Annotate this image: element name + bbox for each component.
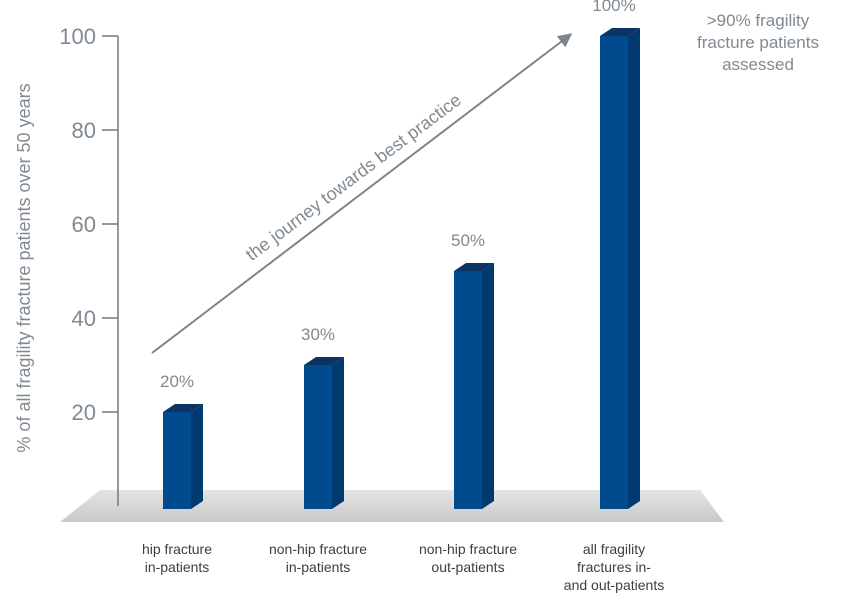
bar-value-label: 20% (160, 372, 194, 391)
bar (454, 263, 494, 509)
bar-side (628, 28, 640, 509)
bar-top (163, 404, 203, 412)
bar-top (304, 357, 344, 365)
x-category-label: non-hip fracture (419, 541, 517, 557)
annotation-label: assessed (722, 55, 794, 74)
bar-side (332, 357, 344, 509)
chart-floor (60, 490, 724, 522)
bar (163, 404, 203, 509)
bar-value-label: 30% (301, 325, 335, 344)
bar-front (304, 365, 332, 509)
y-axis: 20 40 60 80 100 (59, 24, 119, 506)
bar-front (163, 412, 191, 509)
annotation-label: fracture patients (697, 33, 819, 52)
y-axis-label: % of all fragility fracture patients ove… (14, 83, 34, 452)
labels-group: 20% hip fracture in-patients 30% non-hip fra… (142, 0, 819, 593)
x-category-label: in-patients (286, 559, 351, 575)
bar (600, 28, 640, 509)
x-category-label: all fragility (583, 541, 645, 557)
x-category-label: fractures in- (577, 559, 651, 575)
bars-group (163, 28, 640, 509)
journey-arrow-label: the journey towards best practice (242, 90, 465, 265)
x-category-label: non-hip fracture (269, 541, 367, 557)
bar (304, 357, 344, 509)
annotation-label: >90% fragility (707, 11, 810, 30)
bar-value-label: 50% (451, 231, 485, 250)
x-category-label: and out-patients (564, 577, 664, 593)
bar-top (600, 28, 640, 36)
bar-value-label: 100% (592, 0, 635, 15)
bar-front (600, 36, 628, 509)
y-tick-label: 60 (72, 212, 96, 237)
y-tick-label: 20 (72, 400, 96, 425)
bar-front (454, 271, 482, 509)
journey-arrow (151, 33, 573, 354)
bar-side (482, 263, 494, 509)
y-tick-label: 100 (59, 24, 96, 49)
x-category-label: hip fracture (142, 541, 212, 557)
x-category-label: out-patients (431, 559, 504, 575)
y-tick-label: 40 (72, 306, 96, 331)
x-category-label: in-patients (145, 559, 210, 575)
bar-top (454, 263, 494, 271)
y-tick-label: 80 (72, 118, 96, 143)
bar-side (191, 404, 203, 509)
